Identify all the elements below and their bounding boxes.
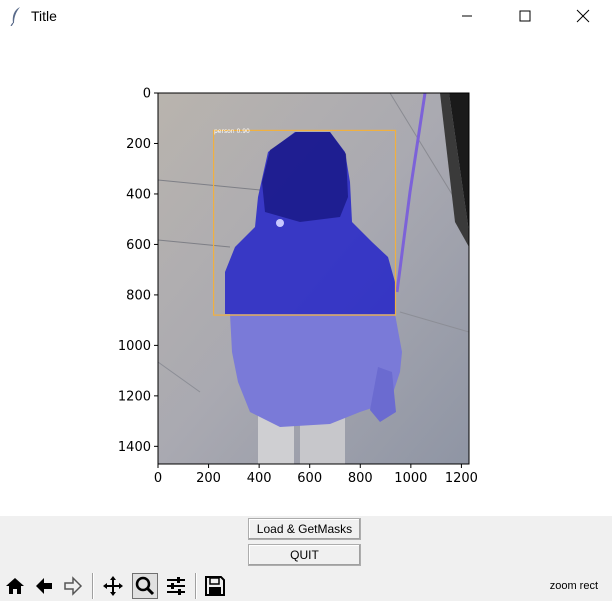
y-tick-label: 0: [143, 87, 151, 102]
title-bar: Title: [0, 0, 612, 32]
maximize-button[interactable]: [502, 0, 548, 32]
y-axis: 0 200 400 600 800 1000 1200 1400: [118, 87, 158, 455]
detection-box: [213, 129, 397, 316]
x-tick-label: 1200: [445, 471, 478, 486]
window-title: Title: [31, 8, 57, 24]
back-button[interactable]: [31, 573, 57, 599]
x-tick-label: 400: [247, 471, 272, 486]
x-tick-label: 800: [348, 471, 373, 486]
figure-canvas[interactable]: person 0.90 0 200 400 600 800 1000 1200 0 200 40…: [0, 32, 612, 516]
configure-subplots-button[interactable]: [163, 573, 189, 599]
close-button[interactable]: [560, 0, 606, 32]
pan-icon: [103, 576, 123, 596]
y-tick-label: 800: [126, 288, 151, 303]
button-panel: Load & GetMasks QUIT: [0, 516, 612, 570]
forward-button[interactable]: [60, 573, 86, 599]
axes-frame: [157, 92, 470, 465]
close-icon: [576, 9, 590, 23]
forward-icon: [64, 576, 83, 596]
configure-subplots-icon: [167, 577, 185, 595]
pan-button[interactable]: [100, 573, 126, 599]
toolbar-separator: [195, 573, 197, 599]
zoom-icon: [135, 576, 155, 596]
y-tick-label: 400: [126, 187, 151, 202]
y-tick-label: 1200: [118, 389, 151, 404]
y-tick-label: 200: [126, 137, 151, 152]
feather-icon: [10, 7, 20, 26]
navigation-toolbar: zoom rect: [0, 570, 612, 601]
home-icon: [6, 578, 24, 594]
y-tick-label: 1000: [118, 339, 151, 354]
save-button[interactable]: [202, 573, 228, 599]
quit-button[interactable]: QUIT: [248, 544, 361, 566]
x-tick-label: 0: [154, 471, 162, 486]
photo-image: [158, 93, 469, 464]
minimize-icon: [462, 15, 472, 17]
x-tick-label: 1000: [394, 471, 427, 486]
save-icon: [205, 576, 225, 596]
y-tick-label: 1400: [118, 440, 151, 455]
minimize-button[interactable]: [444, 0, 490, 32]
x-tick-label: 200: [196, 471, 221, 486]
status-message: zoom rect: [549, 580, 598, 592]
load-getmasks-button[interactable]: Load & GetMasks: [248, 518, 361, 540]
home-button[interactable]: [2, 573, 28, 599]
toolbar-separator: [92, 573, 94, 599]
y-tick-label: 600: [126, 238, 151, 253]
x-tick-label: 600: [297, 471, 322, 486]
back-icon: [36, 578, 52, 594]
x-axis: 0 200 400 600 800 1000 1200: [154, 464, 478, 486]
maximize-icon: [519, 10, 531, 22]
zoom-button[interactable]: [132, 573, 158, 599]
detection-label: person 0.90: [214, 128, 250, 135]
